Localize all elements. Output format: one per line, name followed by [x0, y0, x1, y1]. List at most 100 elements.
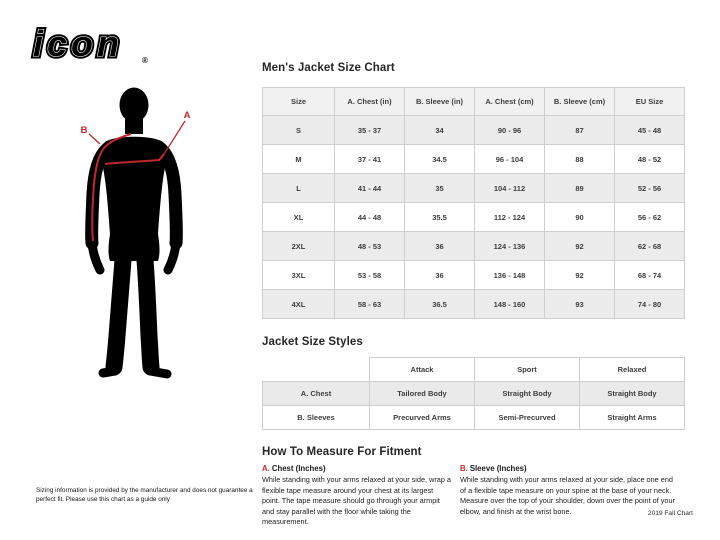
logo-text: icon — [33, 23, 123, 64]
size-cell: 62 - 68 — [614, 231, 685, 261]
style-cell: Straight Body — [474, 381, 580, 406]
size-row: 2XL 48 - 53 36 124 - 136 92 62 - 68 — [262, 231, 685, 261]
chest-heading-text: Chest (Inches) — [271, 464, 326, 473]
size-cell: 87 — [544, 115, 615, 145]
size-chart-table: Size A. Chest (in) B. Sleeve (in) A. Che… — [262, 87, 685, 319]
size-cell: 35 — [404, 173, 475, 203]
column-header: B. Sleeve (cm) — [544, 87, 615, 116]
size-row: 3XL 53 - 58 36 136 - 148 92 68 - 74 — [262, 260, 685, 290]
size-row: L 41 - 44 35 104 - 112 89 52 - 56 — [262, 173, 685, 203]
sleeve-measure-column: B. Sleeve (Inches) While standing with yo… — [460, 464, 675, 528]
sleeve-measure-heading: B. Sleeve (Inches) — [460, 464, 675, 473]
style-column-header: Attack — [369, 357, 475, 382]
size-cell: 112 - 124 — [474, 202, 545, 232]
size-cell: 96 - 104 — [474, 144, 545, 174]
size-cell: 35 - 37 — [334, 115, 405, 145]
style-row: B. Sleeves Precurved Arms Semi-Precurved… — [262, 405, 685, 430]
size-cell: 68 - 74 — [614, 260, 685, 290]
chest-measure-text: While standing with your arms relaxed at… — [262, 475, 451, 527]
style-column-header: Relaxed — [579, 357, 685, 382]
chest-measure-column: A. Chest (Inches) While standing with you… — [262, 464, 452, 528]
size-cell: 34 — [404, 115, 475, 145]
size-cell: 52 - 56 — [614, 173, 685, 203]
size-cell: 58 - 63 — [334, 289, 405, 319]
brand-logo: icon icon ® — [31, 22, 149, 66]
size-cell: 56 - 62 — [614, 202, 685, 232]
size-chart-title: Men's Jacket Size Chart — [262, 62, 395, 74]
chest-label-letter: A. — [262, 464, 270, 473]
style-cell: Precurved Arms — [369, 405, 475, 430]
style-chart-table: Attack Sport Relaxed A. Chest Tailored B… — [262, 357, 685, 430]
size-cell: 4XL — [262, 289, 335, 319]
size-cell: 89 — [544, 173, 615, 203]
size-cell: 3XL — [262, 260, 335, 290]
size-row: 4XL 58 - 63 36.5 148 - 160 93 74 - 80 — [262, 289, 685, 319]
style-chart-title: Jacket Size Styles — [262, 336, 363, 348]
header-row: Size A. Chest (in) B. Sleeve (in) A. Che… — [262, 87, 685, 116]
size-row: XL 44 - 48 35.5 112 - 124 90 56 - 62 — [262, 202, 685, 232]
column-header: B. Sleeve (in) — [404, 87, 475, 116]
measure-columns: A. Chest (Inches) While standing with you… — [262, 464, 686, 528]
column-header: A. Chest (cm) — [474, 87, 545, 116]
size-cell: 53 - 58 — [334, 260, 405, 290]
size-cell: 44 - 48 — [334, 202, 405, 232]
size-cell: 104 - 112 — [474, 173, 545, 203]
size-cell: 124 - 136 — [474, 231, 545, 261]
figure-silhouette: B A — [81, 87, 191, 379]
size-cell: 37 - 41 — [334, 144, 405, 174]
measurement-label-b: B — [81, 125, 88, 136]
column-header: Size — [262, 87, 335, 116]
style-cell: Straight Body — [579, 381, 685, 406]
size-cell: 34.5 — [404, 144, 475, 174]
size-cell: M — [262, 144, 335, 174]
style-column-header: Sport — [474, 357, 580, 382]
size-cell: 35.5 — [404, 202, 475, 232]
label-a-leader — [160, 120, 186, 160]
style-cell: Straight Arms — [579, 405, 685, 430]
body-silhouette — [85, 87, 183, 379]
size-cell: 2XL — [262, 231, 335, 261]
size-cell: 36 — [404, 231, 475, 261]
registered-mark: ® — [142, 56, 148, 65]
measure-title: How To Measure For Fitment — [262, 446, 422, 458]
size-cell: 48 - 52 — [614, 144, 685, 174]
size-cell: 45 - 48 — [614, 115, 685, 145]
size-cell: 148 - 160 — [474, 289, 545, 319]
sleeve-heading-text: Sleeve (Inches) — [469, 464, 527, 473]
size-cell: L — [262, 173, 335, 203]
size-cell: 90 - 96 — [474, 115, 545, 145]
style-cell: Tailored Body — [369, 381, 475, 406]
disclaimer-text: Sizing information is provided by the ma… — [36, 487, 253, 503]
size-cell: XL — [262, 202, 335, 232]
style-cell: Semi-Precurved — [474, 405, 580, 430]
chest-measure-heading: A. Chest (Inches) — [262, 464, 452, 473]
measurement-label-a: A — [184, 110, 191, 121]
size-row: M 37 - 41 34.5 96 - 104 88 48 - 52 — [262, 144, 685, 174]
column-header: EU Size — [614, 87, 685, 116]
chest-measure-line — [104, 153, 165, 165]
size-cell: 90 — [544, 202, 615, 232]
size-cell: 92 — [544, 260, 615, 290]
size-cell: S — [262, 115, 335, 145]
size-cell: 93 — [544, 289, 615, 319]
size-cell: 136 - 148 — [474, 260, 545, 290]
size-cell: 74 - 80 — [614, 289, 685, 319]
label-b-leader — [88, 133, 101, 145]
size-row: S 35 - 37 34 90 - 96 87 45 - 48 — [262, 115, 685, 145]
size-cell: 41 - 44 — [334, 173, 405, 203]
size-cell: 36 — [404, 260, 475, 290]
chart-version: 2019 Fall Chart — [647, 510, 693, 517]
sleeve-measure-text: While standing with your arms relaxed at… — [460, 475, 675, 516]
size-cell: 92 — [544, 231, 615, 261]
sleeve-label-letter: B. — [460, 464, 468, 473]
style-row: A. Chest Tailored Body Straight Body Str… — [262, 381, 685, 406]
row-header-cell: B. Sleeves — [262, 405, 370, 430]
style-header-row: Attack Sport Relaxed — [263, 357, 685, 382]
size-cell: 36.5 — [404, 289, 475, 319]
corner-blank-cell — [263, 358, 370, 382]
column-header: A. Chest (in) — [334, 87, 405, 116]
row-header-cell: A. Chest — [262, 381, 370, 406]
logo-text-outline: icon — [33, 23, 123, 64]
size-cell: 88 — [544, 144, 615, 174]
